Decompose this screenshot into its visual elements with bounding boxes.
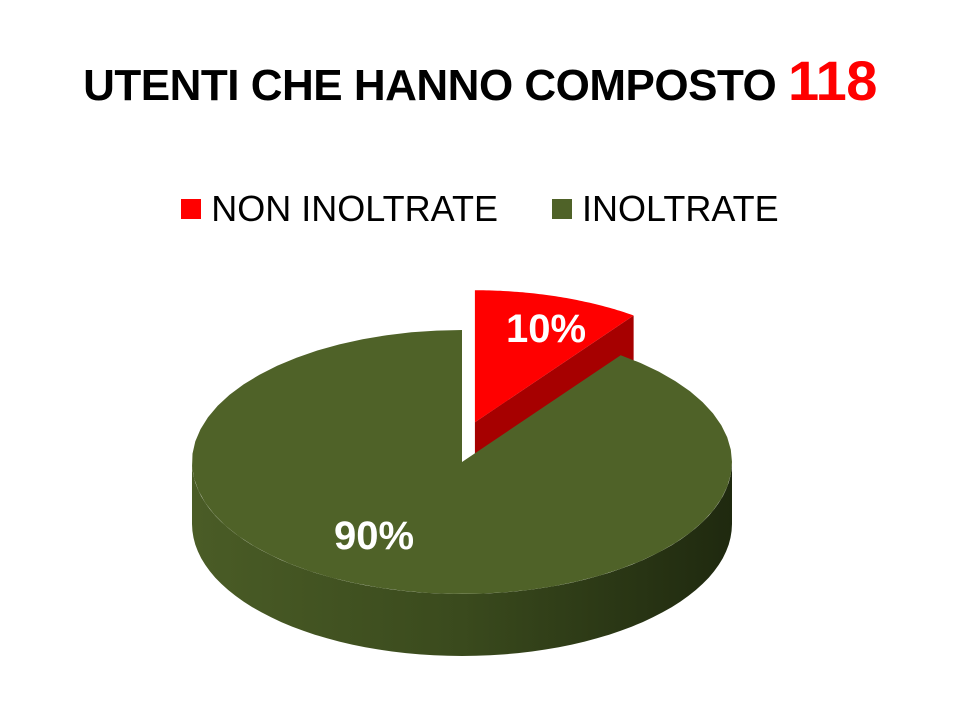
legend-label: INOLTRATE	[582, 188, 779, 229]
data-label-inoltrate: 90%	[334, 514, 414, 558]
legend-item-inoltrate: INOLTRATE	[552, 188, 779, 230]
legend-swatch	[552, 199, 572, 219]
legend-label: NON INOLTRATE	[211, 188, 498, 229]
chart-title: UTENTI CHE HANNO COMPOSTO 118	[0, 48, 960, 113]
legend-swatch	[181, 199, 202, 219]
slice-side-inoltrate	[192, 462, 732, 656]
slice-non-inoltrate	[474, 290, 634, 423]
data-label-non-inoltrate: 10%	[506, 307, 586, 351]
legend: NON INOLTRATE INOLTRATE	[0, 188, 960, 230]
title-number: 118	[788, 49, 877, 112]
slice-inoltrate	[192, 330, 733, 594]
title-text: UTENTI CHE HANNO COMPOSTO	[83, 61, 777, 110]
legend-item-non-inoltrate: NON INOLTRATE	[181, 188, 498, 230]
